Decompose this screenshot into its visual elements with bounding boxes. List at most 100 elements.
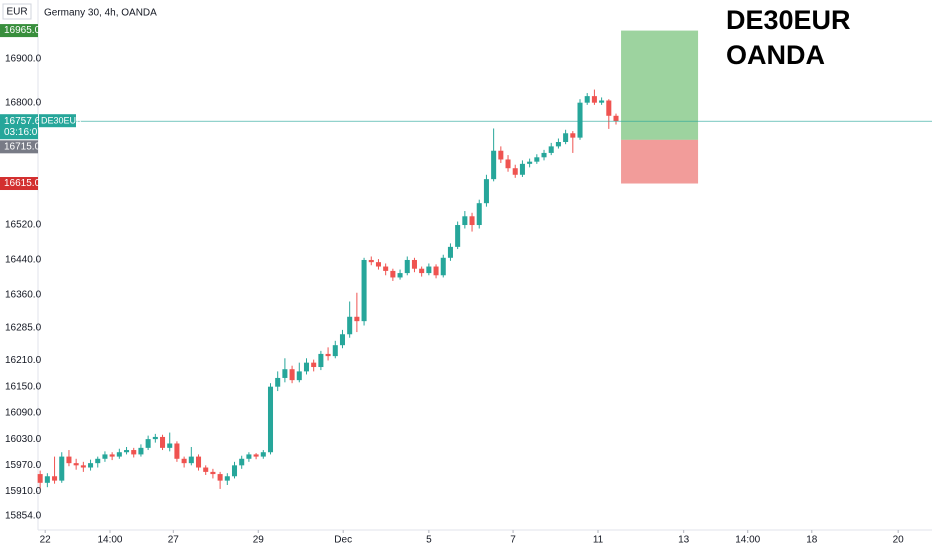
candle-body <box>397 273 403 278</box>
x-tick-label: Dec <box>334 535 352 546</box>
profit-zone <box>621 30 699 140</box>
y-tick-label: 16030.0 <box>5 434 42 445</box>
candle-body <box>368 259 374 263</box>
candle-body <box>390 270 396 278</box>
x-tick-label: 14:00 <box>97 535 122 546</box>
candle-body <box>411 259 417 269</box>
candle-body <box>325 353 331 357</box>
candle-body <box>332 345 338 357</box>
candle-body <box>419 268 425 274</box>
candle-body <box>37 474 43 483</box>
y-tick-label: 15910.0 <box>5 486 42 497</box>
entry-label-bg <box>0 140 38 154</box>
watermark: DE30EUR <box>726 5 851 35</box>
candle-body <box>267 386 274 453</box>
y-tick-label: 15970.0 <box>5 460 42 471</box>
countdown-label: 03:16:07 <box>4 127 43 138</box>
candle-body <box>95 458 101 464</box>
candle-body <box>282 369 288 378</box>
symbol-tag-bg <box>39 114 76 128</box>
candle-body <box>498 150 504 160</box>
y-tick-label: 16150.0 <box>5 381 42 392</box>
candle-body <box>491 150 497 180</box>
candle-body <box>606 100 612 116</box>
candle-body <box>88 463 94 468</box>
candle-body <box>318 353 324 368</box>
candle-body <box>383 266 389 271</box>
x-tick-label: 7 <box>510 535 516 546</box>
y-tick-label: 16520.0 <box>5 220 42 231</box>
x-tick-label: 29 <box>253 535 265 546</box>
take-profit-label-bg <box>0 24 38 38</box>
stop-loss-label-bg <box>0 177 38 191</box>
candle-body <box>160 436 166 448</box>
candle-body <box>231 465 238 477</box>
plot-area <box>37 89 619 490</box>
candle-body <box>404 259 410 274</box>
candle-body <box>138 447 144 455</box>
y-tick-label: 16800.0 <box>5 97 42 108</box>
candle-body <box>296 371 302 381</box>
candle-body <box>145 439 151 448</box>
candle-body <box>246 454 252 459</box>
candle-body <box>303 362 310 372</box>
x-tick-label: 27 <box>168 535 180 546</box>
candle-body <box>584 96 590 103</box>
candle-body <box>203 467 209 472</box>
y-tick-label: 16285.0 <box>5 322 42 333</box>
candle-body <box>505 159 511 169</box>
y-tick-label: 16210.0 <box>5 355 42 366</box>
candle-body <box>476 203 482 226</box>
candle-body <box>44 476 50 483</box>
symbol-tag: DE30EUR <box>41 116 83 126</box>
currency: EUR <box>6 7 27 18</box>
candle-body <box>275 377 281 387</box>
watermark: OANDA <box>726 40 825 70</box>
x-tick-label: 5 <box>426 535 432 546</box>
candle-body <box>483 179 489 204</box>
candle-body <box>361 259 367 322</box>
x-tick-label: 20 <box>893 535 905 546</box>
candle-body <box>181 458 187 464</box>
candle-body <box>102 454 108 459</box>
candle-body <box>124 450 130 453</box>
y-tick-label: 15854.0 <box>5 511 42 522</box>
candle-body <box>167 443 173 448</box>
candle-body <box>73 463 79 466</box>
candle-body <box>541 152 547 158</box>
y-tick-label: 16360.0 <box>5 290 42 301</box>
candle-body <box>433 266 439 276</box>
last-price-label: 16757.6 <box>4 116 41 127</box>
candle-body <box>563 133 569 143</box>
candle-body <box>174 443 180 459</box>
candle-body <box>311 362 317 368</box>
candle-body <box>455 225 461 247</box>
candle-body <box>195 456 202 468</box>
candle-body <box>80 465 86 468</box>
candle-body <box>469 216 475 226</box>
candle-body <box>239 458 245 466</box>
candle-body <box>354 316 360 322</box>
candle-body <box>512 168 518 175</box>
candle-body <box>426 266 432 274</box>
candle-body <box>152 436 158 440</box>
y-tick-label: 16440.0 <box>5 255 42 266</box>
take-profit-label: 16965.0 <box>4 25 41 36</box>
candle-body <box>347 316 353 335</box>
candle-body <box>519 163 525 175</box>
currency-box <box>2 3 32 20</box>
y-tick-label: 16900.0 <box>5 54 42 65</box>
loss-zone <box>621 139 699 184</box>
candle-body <box>339 334 345 346</box>
chart-title: Germany 30, 4h, OANDA <box>44 8 157 19</box>
candle-body <box>577 102 583 138</box>
candle-body <box>534 157 540 162</box>
candle-body <box>59 456 65 481</box>
candle-body <box>375 262 381 267</box>
candle-body <box>109 454 115 457</box>
candle-body <box>548 146 554 153</box>
candle-body <box>462 216 468 226</box>
candle-body <box>289 369 295 381</box>
